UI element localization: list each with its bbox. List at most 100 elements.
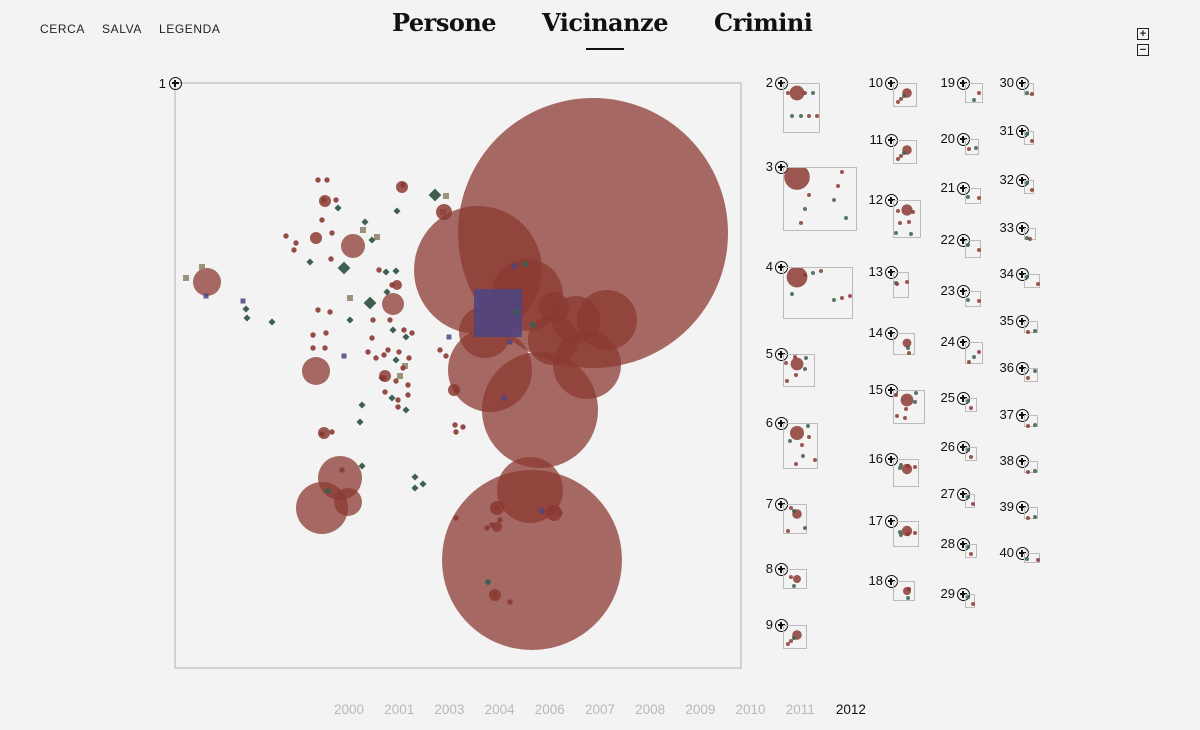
crime-node[interactable]	[453, 429, 459, 435]
person-node[interactable]	[324, 487, 332, 495]
crime-node[interactable]	[341, 234, 365, 258]
crime-node[interactable]	[401, 327, 407, 333]
crime-node[interactable]	[507, 599, 513, 605]
crime-node[interactable]	[376, 267, 382, 273]
cluster-thumbnail[interactable]	[965, 398, 977, 412]
place-node[interactable]	[397, 373, 403, 379]
crime-node[interactable]	[400, 365, 406, 371]
cluster-thumbnail[interactable]	[893, 581, 915, 601]
cluster-thumbnail[interactable]	[965, 494, 975, 508]
cluster-thumbnail[interactable]	[783, 625, 807, 649]
cluster-thumbnail[interactable]	[783, 83, 820, 133]
crime-node[interactable]	[405, 382, 411, 388]
person-node[interactable]	[484, 578, 492, 586]
person-node[interactable]	[402, 333, 410, 341]
person-node[interactable]	[306, 258, 314, 266]
save-menu-item[interactable]: SALVA	[102, 22, 142, 36]
person-node[interactable]	[358, 401, 366, 409]
crime-node[interactable]	[283, 233, 289, 239]
cluster-thumbnail[interactable]	[1024, 228, 1036, 241]
org-node[interactable]	[501, 395, 507, 401]
person-node[interactable]	[428, 188, 442, 202]
cluster-thumbnail[interactable]	[1024, 131, 1034, 145]
cluster-thumbnail[interactable]	[1024, 553, 1040, 563]
person-node[interactable]	[361, 218, 369, 226]
crime-node[interactable]	[193, 268, 221, 296]
person-node[interactable]	[268, 318, 276, 326]
org-node[interactable]	[446, 334, 452, 340]
cluster-thumbnail[interactable]	[965, 291, 981, 307]
cluster-thumbnail[interactable]	[893, 459, 919, 487]
crime-node[interactable]	[324, 177, 330, 183]
person-node[interactable]	[356, 418, 364, 426]
crime-node[interactable]	[370, 317, 376, 323]
person-node[interactable]	[334, 204, 342, 212]
year-2000[interactable]: 2000	[334, 702, 365, 717]
cluster-thumbnail[interactable]	[893, 83, 917, 107]
year-2001[interactable]: 2001	[384, 702, 415, 717]
cluster-thumbnail[interactable]	[1024, 274, 1040, 288]
crime-node[interactable]	[546, 505, 562, 521]
person-node[interactable]	[392, 267, 400, 275]
crime-node[interactable]	[334, 488, 362, 516]
org-node[interactable]	[341, 353, 347, 359]
crime-node[interactable]	[396, 181, 408, 193]
crime-node[interactable]	[497, 517, 503, 523]
crime-node[interactable]	[329, 429, 335, 435]
crime-node[interactable]	[405, 392, 411, 398]
place-node[interactable]	[374, 234, 380, 240]
crime-node[interactable]	[443, 353, 449, 359]
crime-node[interactable]	[339, 467, 345, 473]
expand-main-cluster-icon[interactable]	[169, 77, 182, 90]
crime-node[interactable]	[379, 370, 391, 382]
place-node[interactable]	[402, 363, 408, 369]
crime-node[interactable]	[381, 352, 387, 358]
tab-crimini[interactable]: Crimini	[713, 8, 813, 37]
cluster-thumbnail[interactable]	[893, 521, 919, 547]
person-node[interactable]	[243, 314, 251, 322]
org-node[interactable]	[511, 263, 517, 269]
place-node[interactable]	[360, 227, 366, 233]
cluster-thumbnail[interactable]	[783, 164, 857, 231]
person-node[interactable]	[521, 260, 529, 268]
zoom-out-button[interactable]: −	[1137, 44, 1149, 56]
place-node[interactable]	[347, 295, 353, 301]
cluster-thumbnail[interactable]	[965, 544, 977, 558]
cluster-thumbnail[interactable]	[1024, 415, 1038, 428]
person-node[interactable]	[368, 236, 376, 244]
crime-node[interactable]	[577, 290, 637, 350]
search-menu-item[interactable]: CERCA	[40, 22, 86, 36]
cluster-thumbnail[interactable]	[965, 342, 983, 364]
year-2003[interactable]: 2003	[434, 702, 465, 717]
cluster-thumbnail[interactable]	[1024, 180, 1034, 194]
cluster-thumbnail[interactable]	[893, 333, 915, 355]
cluster-thumbnail[interactable]	[965, 240, 981, 258]
crime-node[interactable]	[436, 204, 452, 220]
year-2004[interactable]: 2004	[484, 702, 515, 717]
person-node[interactable]	[363, 296, 377, 310]
crime-node[interactable]	[369, 335, 375, 341]
year-2011[interactable]: 2011	[785, 702, 815, 717]
person-node[interactable]	[411, 484, 419, 492]
crime-node[interactable]	[489, 589, 501, 601]
crime-node[interactable]	[310, 232, 322, 244]
cluster-thumbnail[interactable]	[965, 139, 979, 155]
cluster-thumbnail[interactable]	[893, 200, 921, 238]
crime-node[interactable]	[323, 330, 329, 336]
crime-node[interactable]	[315, 177, 321, 183]
crime-node[interactable]	[492, 522, 502, 532]
crime-node[interactable]	[333, 197, 339, 203]
crime-node[interactable]	[392, 280, 402, 290]
crime-node[interactable]	[365, 349, 371, 355]
crime-node[interactable]	[453, 515, 459, 521]
crime-node[interactable]	[452, 422, 458, 428]
tab-persone[interactable]: Persone	[392, 8, 497, 37]
person-node[interactable]	[389, 326, 397, 334]
crime-node[interactable]	[327, 309, 333, 315]
person-node[interactable]	[411, 473, 419, 481]
person-node[interactable]	[402, 406, 410, 414]
person-node[interactable]	[392, 356, 400, 364]
cluster-thumbnail[interactable]	[1024, 368, 1038, 382]
cluster-thumbnail[interactable]	[1024, 507, 1038, 520]
crime-node[interactable]	[310, 345, 316, 351]
